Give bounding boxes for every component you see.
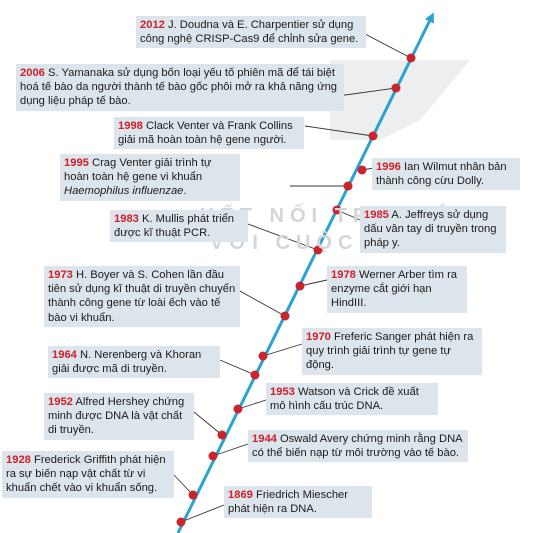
event-year: 1952 [48,396,73,408]
event-year: 1964 [52,349,77,361]
event-year: 1985 [364,209,389,221]
event-1983: 1983 K. Mullis phát triển được kĩ thuật … [110,210,248,243]
event-text-italic: Haemophilus influenzae [64,185,184,198]
event-year: 2012 [140,19,165,31]
event-year: 1996 [376,161,401,173]
event-text: Friedrich Miescher phát hiện ra DNA. [228,489,349,516]
connector-1970 [262,343,303,357]
event-text: Werner Arber tìm ra enzyme cắt giới hạn … [331,269,458,310]
event-text: Frederick Griffith phát hiện ra sự biến … [6,454,166,495]
connector-1944 [212,443,249,457]
event-text: K. Mullis phát triển được kĩ thuật PCR. [114,213,235,240]
event-year: 1928 [6,454,31,466]
event-text: H. Boyer và S. Cohen lần đầu tiên sử dụn… [48,269,236,324]
connector-1973 [237,289,286,317]
event-text: Freferic Sanger phát hiện ra quy trình g… [306,331,474,372]
timeline-node-1953 [233,404,243,414]
event-text: S. Yamanaka sử dụng bốn loại yếu tố phiê… [20,67,338,108]
event-text: Alfred Hershey chứng minh được DNA là vậ… [48,396,185,437]
connector-1928 [173,474,194,496]
event-1995: 1995 Crag Venter giải trình tự hoàn toàn… [60,154,240,201]
event-text: Clack Venter và Frank Collins giải mã ho… [118,120,293,147]
event-1869: 1869 Friedrich Miescher phát hiện ra DNA… [224,486,372,519]
event-text-end: . [183,185,187,198]
timeline-axis [176,12,434,533]
event-1952: 1952 Alfred Hershey chứng minh được DNA … [44,393,194,440]
connector-1953 [237,399,267,410]
event-year: 1869 [228,489,253,501]
timeline-node-1964 [250,370,260,380]
event-1964: 1964 N. Nerenberg và Khoran giải được mã… [48,346,220,379]
event-text: Crag Venter giải trình tự hoàn toàn hệ g… [64,157,212,184]
event-1978: 1978 Werner Arber tìm ra enzyme cắt giới… [327,266,467,313]
connector-1998 [304,125,374,137]
timeline-node-1944 [208,451,218,461]
timeline-node-2012 [406,53,416,63]
event-2012: 2012 J. Doudna và E. Charpentier sử dụng… [136,16,366,49]
event-year: 1998 [118,120,143,132]
watermark-logo [330,60,470,140]
event-2006: 2006 S. Yamanaka sử dụng bốn loại yếu tố… [16,64,344,111]
event-text: Oswald Avery chứng minh rằng DNA có thể … [252,433,463,460]
event-1928: 1928 Frederick Griffith phát hiện ra sự … [2,451,174,498]
timeline-node-1973 [280,311,290,321]
event-1985: 1985 A. Jeffreys sử dụng dấu vân tay di … [360,206,506,253]
event-1944: 1944 Oswald Avery chứng minh rằng DNA có… [248,430,468,463]
timeline-node-1869 [176,517,186,527]
event-1973: 1973 H. Boyer và S. Cohen lần đầu tiên s… [44,266,240,327]
timeline-node-1996 [357,165,367,175]
event-text: J. Doudna và E. Charpentier sử dụng công… [140,19,359,46]
connector-1964 [219,359,256,376]
timeline-node-1928 [188,490,198,500]
event-year: 2006 [20,67,45,79]
event-text: Ian Wilmut nhân bản thành công cừu Dolly… [376,161,507,188]
event-year: 1970 [306,331,331,343]
timeline-node-1985 [332,205,342,215]
timeline-node-2006 [391,83,401,93]
event-1998: 1998 Clack Venter và Frank Collins giải … [114,117,304,150]
timeline-node-1970 [258,351,268,361]
connector-2006 [337,87,397,97]
event-text: A. Jeffreys sử dụng dấu vân tay di truyề… [364,209,497,250]
timeline-node-1995 [343,181,353,191]
event-1953: 1953 Watson và Crick đề xuất mô hình cấu… [266,383,438,416]
connector-2012 [364,33,412,59]
timeline-node-1978 [295,281,305,291]
event-1970: 1970 Freferic Sanger phát hiện ra quy tr… [302,328,482,375]
event-year: 1944 [252,433,277,445]
event-year: 1973 [48,269,73,281]
timeline-node-1998 [368,131,378,141]
event-1996: 1996 Ian Wilmut nhân bản thành công cừu … [372,158,520,191]
event-year: 1995 [64,157,89,169]
timeline-node-1952 [217,430,227,440]
event-text: Watson và Crick đề xuất mô hình cấu trúc… [270,386,419,413]
event-year: 1953 [270,386,295,398]
timeline-node-1983 [313,245,323,255]
connector-1978 [299,279,328,287]
connector-1983 [247,223,319,251]
connector-1869 [180,504,225,523]
connector-1952 [193,411,223,436]
event-year: 1983 [114,213,139,225]
event-year: 1978 [331,269,356,281]
event-text: N. Nerenberg và Khoran giải được mã di t… [52,349,202,376]
